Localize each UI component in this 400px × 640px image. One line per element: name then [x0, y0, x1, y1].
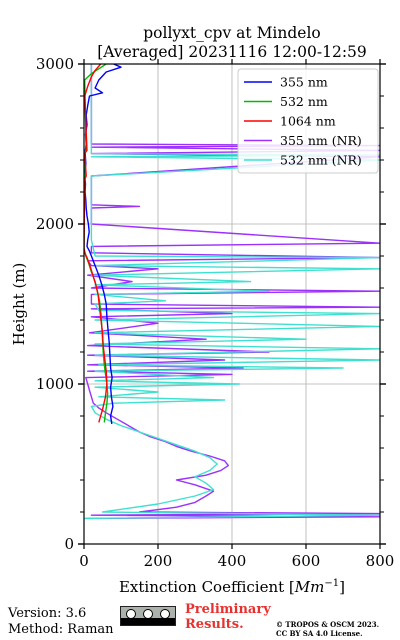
cc-license-badge [120, 606, 176, 626]
x-axis-label-main: Extinction Coefficient [ [119, 578, 295, 596]
y-tick-label-1: 1000 [36, 375, 74, 393]
copyright-line2: CC BY SA 4.0 License. [276, 629, 363, 638]
legend-box [237, 68, 379, 174]
copyright-notice: © TROPOS & OSCM 2023. CC BY SA 4.0 Licen… [276, 620, 379, 638]
version-text: Version: 3.6 [8, 606, 87, 621]
preliminary-line1: Preliminary [185, 602, 271, 617]
sa-icon [159, 608, 170, 619]
preliminary-line2: Results. [185, 617, 244, 632]
x-tick-label-0: 0 [79, 552, 89, 570]
legend-label-1: 532 nm [280, 94, 328, 109]
y-tick-label-2: 2000 [36, 215, 74, 233]
x-axis-label-exponent: −1 [324, 578, 339, 589]
cc-icon [126, 608, 137, 619]
x-tick-label-3: 600 [292, 552, 321, 570]
series-line-0 [84, 64, 122, 425]
by-icon [142, 608, 153, 619]
preliminary-results: Preliminary Results. [185, 602, 271, 632]
license-badge-strip [121, 618, 175, 625]
series-line-2 [84, 64, 108, 423]
y-axis-label: Height (m) [10, 263, 28, 346]
legend-label-0: 355 nm [280, 75, 328, 90]
legend-label-2: 1064 nm [280, 114, 336, 129]
series-line-4 [84, 64, 380, 520]
x-tick-label-1: 200 [144, 552, 173, 570]
y-tick-label-0: 0 [64, 535, 74, 553]
x-axis-label: Extinction Coefficient [Mm−1] [119, 578, 345, 596]
method-text: Method: Raman [8, 622, 114, 637]
x-axis-label-close: ] [339, 578, 345, 596]
legend: 355 nm 532 nm 1064 nm 355 nm (NR) 532 nm (NR… [237, 68, 379, 174]
chart-title-line2: [Averaged] 20231116 12:00-12:59 [97, 43, 367, 61]
chart-title-line1: pollyxt_cpv at Mindelo [143, 24, 321, 42]
x-axis-label-unit: Mm [294, 578, 325, 596]
x-tick-label-4: 800 [366, 552, 395, 570]
legend-label-3: 355 nm (NR) [280, 133, 362, 148]
copyright-line1: © TROPOS & OSCM 2023. [276, 620, 380, 629]
footer-info: Version: 3.6 Method: Raman [8, 606, 114, 638]
y-tick-label-3: 3000 [36, 55, 74, 73]
series-layer [84, 64, 380, 520]
x-tick-label-2: 400 [218, 552, 247, 570]
ticks-layer: 0 200 400 600 800 0 1000 2000 3000 [36, 55, 395, 570]
legend-label-4: 532 nm (NR) [280, 153, 362, 168]
